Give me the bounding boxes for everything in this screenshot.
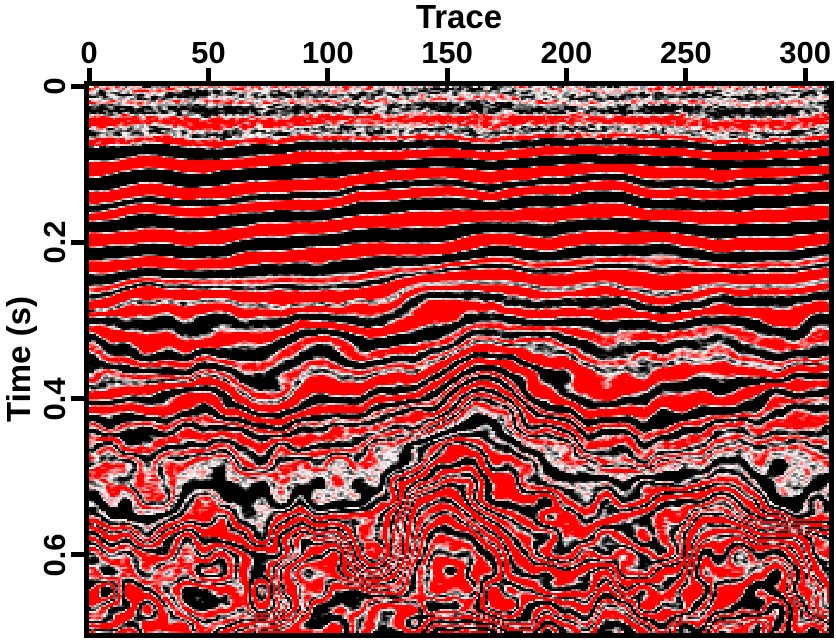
y-tick-label: 0.4 [37,377,72,421]
y-axis-tick [71,83,84,89]
x-tick-label: 250 [659,35,712,70]
x-tick-label: 0 [80,35,98,70]
x-tick-label: 200 [540,35,593,70]
x-axis-tick [325,68,331,81]
y-axis-tick [71,396,84,402]
plot-frame [84,81,834,638]
seismic-image [89,86,829,633]
x-axis-tick [683,68,689,81]
y-axis-tick [71,239,84,245]
x-axis-tick [86,68,92,81]
x-tick-label: 100 [301,35,354,70]
y-axis-title: Time (s) [0,296,37,422]
x-axis-tick [563,68,569,81]
y-tick-label: 0.2 [37,220,72,264]
x-axis-title: Trace [415,0,503,35]
x-axis-tick [444,68,450,81]
y-tick-label: 0.6 [37,533,72,577]
x-tick-label: 150 [421,35,473,70]
x-axis-tick [802,68,808,81]
y-tick-label: 0 [37,77,72,95]
x-tick-label: 50 [191,35,226,70]
x-axis-tick [205,68,211,81]
x-tick-label: 300 [779,35,831,70]
y-axis-tick [71,552,84,558]
